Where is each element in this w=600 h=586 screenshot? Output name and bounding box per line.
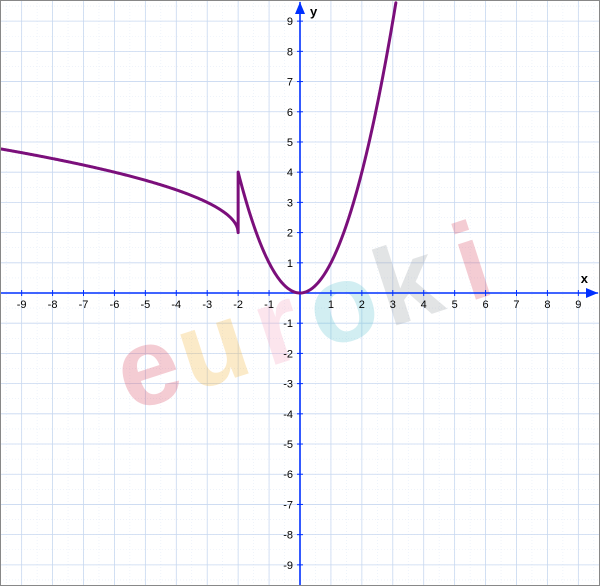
x-tick-label: 2	[359, 299, 365, 311]
chart-svg: euroki-9-8-7-6-5-4-3-2-1123456789-9-8-7-…	[0, 0, 600, 586]
y-tick-label: -6	[283, 469, 293, 481]
x-tick-label: -1	[264, 299, 274, 311]
x-tick-label: -6	[110, 299, 120, 311]
y-tick-label: 2	[287, 228, 293, 240]
x-tick-label: 1	[328, 299, 334, 311]
coordinate-chart: euroki-9-8-7-6-5-4-3-2-1123456789-9-8-7-…	[0, 0, 600, 586]
x-tick-label: -9	[17, 299, 27, 311]
y-tick-label: -3	[283, 379, 293, 391]
y-tick-label: 5	[287, 137, 293, 149]
y-tick-label: -7	[283, 499, 293, 511]
x-tick-label: 8	[544, 299, 550, 311]
y-tick-label: -9	[283, 560, 293, 572]
y-tick-label: 9	[287, 16, 293, 28]
x-tick-label: -8	[48, 299, 58, 311]
x-tick-label: -7	[79, 299, 89, 311]
y-tick-label: 1	[287, 258, 293, 270]
y-tick-label: 6	[287, 107, 293, 119]
x-tick-label: 4	[421, 299, 427, 311]
y-tick-label: 7	[287, 77, 293, 89]
y-tick-label: 4	[287, 167, 293, 179]
x-tick-label: -4	[171, 299, 181, 311]
x-tick-label: 6	[483, 299, 489, 311]
x-tick-label: -2	[233, 299, 243, 311]
y-axis-label: y	[310, 4, 318, 19]
x-tick-label: 7	[513, 299, 519, 311]
x-tick-label: 9	[575, 299, 581, 311]
x-tick-label: -3	[202, 299, 212, 311]
y-tick-label: -2	[283, 348, 293, 360]
x-tick-label: 5	[452, 299, 458, 311]
x-axis-label: x	[581, 271, 589, 286]
x-tick-label: -5	[140, 299, 150, 311]
y-tick-label: -1	[283, 318, 293, 330]
y-tick-label: -8	[283, 530, 293, 542]
x-tick-label: 3	[390, 299, 396, 311]
y-tick-label: 8	[287, 46, 293, 58]
y-tick-label: -4	[283, 409, 293, 421]
y-tick-label: 3	[287, 197, 293, 209]
y-tick-label: -5	[283, 439, 293, 451]
